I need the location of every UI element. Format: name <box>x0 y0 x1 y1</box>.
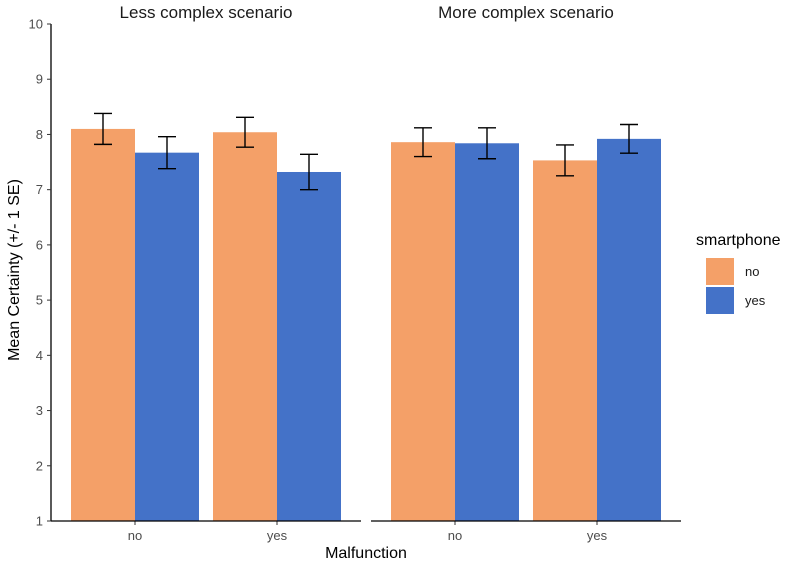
bar <box>533 160 597 521</box>
bar <box>277 171 341 522</box>
y-tick-label: 5 <box>36 293 43 308</box>
legend-key <box>706 258 734 285</box>
y-tick-label: 7 <box>36 182 43 197</box>
bar <box>71 128 135 521</box>
bar <box>135 152 199 521</box>
bar <box>391 142 455 522</box>
legend-label: no <box>745 264 759 279</box>
x-tick-label: no <box>448 528 462 543</box>
legend-title: smartphone <box>696 232 781 249</box>
y-tick-label: 6 <box>36 237 43 252</box>
legend: smartphone no yes <box>696 232 781 314</box>
x-tick-label: no <box>128 528 142 543</box>
y-tick-label: 3 <box>36 403 43 418</box>
legend-label: yes <box>745 293 766 308</box>
y-tick-label: 1 <box>36 514 43 529</box>
bar <box>455 143 519 521</box>
facet-title: Less complex scenario <box>120 3 293 22</box>
facet-title: More complex scenario <box>438 3 614 22</box>
y-tick-label: 2 <box>36 458 43 473</box>
bar <box>597 138 661 521</box>
x-tick-label: yes <box>267 528 288 543</box>
y-tick-label: 4 <box>36 348 43 363</box>
facet-panel: Less complex scenario no yes <box>51 3 361 543</box>
y-axis: 1 2 3 4 5 6 7 8 9 10 <box>29 17 52 529</box>
x-axis-title: Malfunction <box>325 545 407 562</box>
facet-panel: More complex scenario no yes <box>371 3 681 543</box>
y-tick-label: 8 <box>36 127 43 142</box>
y-tick-label: 9 <box>36 72 43 87</box>
y-tick-label: 10 <box>29 17 43 32</box>
legend-key <box>706 287 734 314</box>
y-axis-title: Mean Certainty (+/- 1 SE) <box>6 179 23 361</box>
bar <box>213 132 277 522</box>
x-tick-label: yes <box>587 528 608 543</box>
